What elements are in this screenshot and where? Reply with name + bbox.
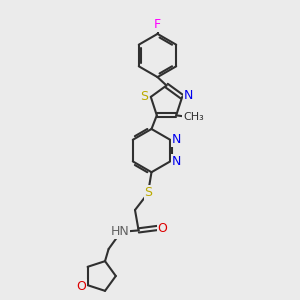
Text: HN: HN [111, 225, 129, 238]
Text: S: S [140, 90, 148, 104]
Text: N: N [184, 89, 193, 102]
Text: O: O [158, 221, 167, 235]
Text: N: N [172, 155, 182, 169]
Text: CH₃: CH₃ [183, 112, 204, 122]
Text: S: S [145, 186, 152, 199]
Text: N: N [172, 133, 182, 146]
Text: O: O [76, 280, 86, 293]
Text: F: F [154, 18, 161, 32]
